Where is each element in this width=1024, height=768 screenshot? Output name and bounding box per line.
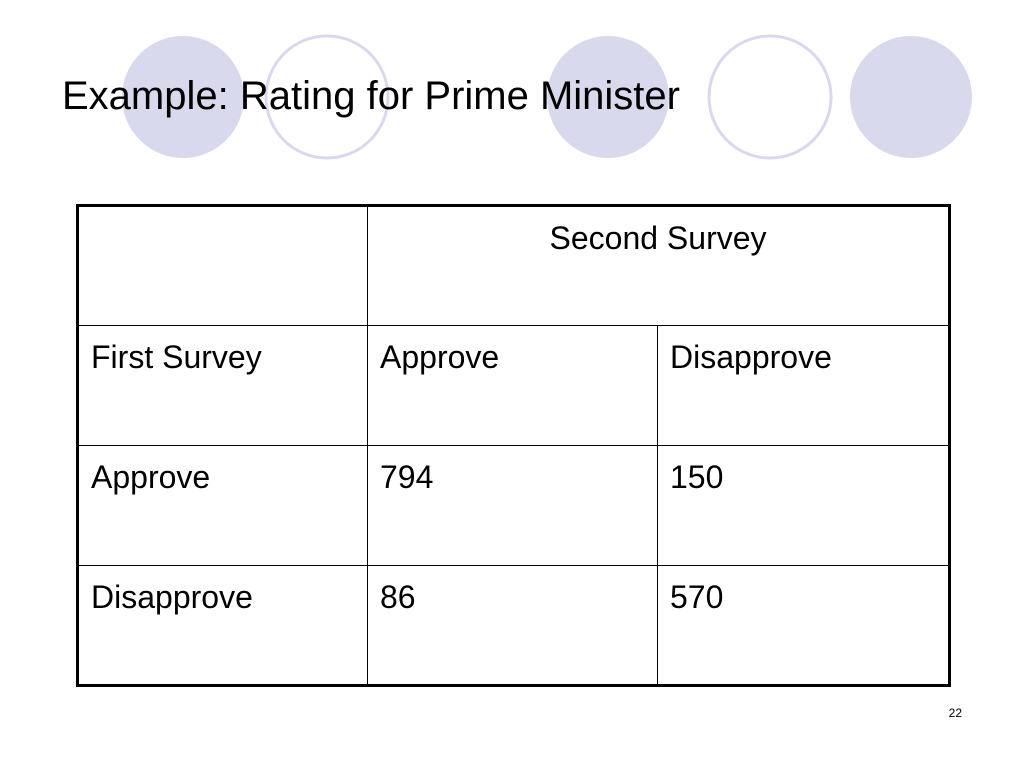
table-cell: 150 xyxy=(656,445,951,566)
table-header-row: Second Survey xyxy=(77,205,951,326)
table-subheader-row: First Survey Approve Disapprove xyxy=(77,325,951,446)
table-cell: 86 xyxy=(367,565,658,686)
page-number: 22 xyxy=(948,706,962,720)
table-corner-cell xyxy=(77,205,368,326)
contingency-table: Second Survey First Survey Approve Disap… xyxy=(76,204,952,687)
disapprove-column-header: Disapprove xyxy=(656,325,951,446)
outline-circle xyxy=(707,34,833,160)
table-cell: 570 xyxy=(656,565,951,686)
table-cell: 794 xyxy=(367,445,658,566)
filled-circle xyxy=(850,36,972,158)
filled-circle xyxy=(122,36,244,158)
table-row: Approve 794 150 xyxy=(77,445,951,566)
filled-circle xyxy=(547,36,669,158)
outline-circle xyxy=(264,34,390,160)
row-label-approve: Approve xyxy=(77,445,368,566)
second-survey-header: Second Survey xyxy=(366,205,951,326)
decorative-circles xyxy=(122,34,972,160)
row-label-disapprove: Disapprove xyxy=(77,565,368,686)
table-row: Disapprove 86 570 xyxy=(77,565,951,686)
slide-title: Example: Rating for Prime Minister xyxy=(62,74,680,118)
first-survey-header: First Survey xyxy=(77,325,368,446)
approve-column-header: Approve xyxy=(367,325,658,446)
